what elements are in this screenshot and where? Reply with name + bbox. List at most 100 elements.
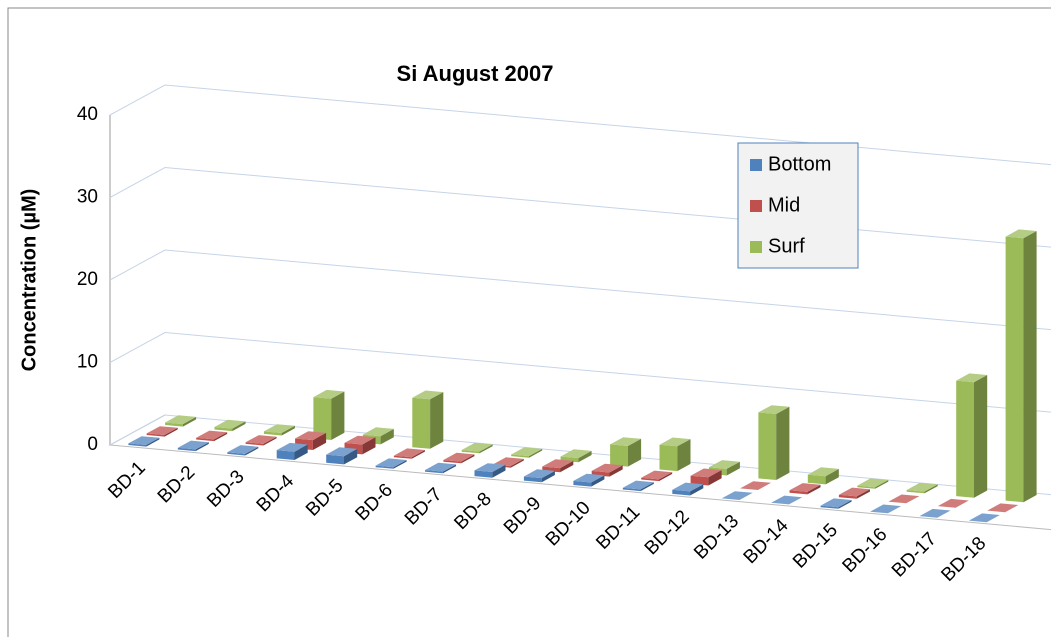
bar bbox=[659, 437, 691, 472]
bar-top bbox=[227, 445, 259, 454]
bar-side bbox=[479, 444, 493, 454]
bar-top bbox=[128, 436, 160, 445]
bar-top bbox=[412, 390, 444, 400]
legend-swatch bbox=[750, 241, 762, 253]
bar bbox=[165, 415, 197, 427]
bar-top bbox=[560, 449, 592, 459]
bar-top bbox=[474, 463, 506, 472]
bar-top bbox=[870, 504, 902, 514]
bar-side bbox=[591, 475, 605, 487]
bar-top bbox=[919, 508, 951, 518]
bar-front bbox=[641, 477, 659, 482]
bar-side bbox=[627, 438, 642, 467]
bar bbox=[857, 478, 889, 489]
bar-top bbox=[425, 462, 457, 472]
bar-top bbox=[295, 431, 327, 441]
bar bbox=[196, 430, 228, 442]
bar-side bbox=[776, 406, 790, 480]
grid-line bbox=[109, 249, 1051, 331]
bar-top bbox=[177, 440, 209, 450]
bar-top bbox=[690, 468, 722, 478]
chart-frame bbox=[7, 7, 1051, 637]
bar-front bbox=[177, 447, 196, 452]
bar-side bbox=[214, 432, 228, 442]
bar-front bbox=[443, 460, 462, 464]
legend-swatch bbox=[750, 200, 762, 212]
bar-side bbox=[974, 375, 988, 498]
bar bbox=[937, 498, 969, 508]
bar-front bbox=[758, 412, 777, 480]
bar-top bbox=[888, 494, 920, 504]
bar-front bbox=[789, 490, 808, 495]
bar bbox=[838, 487, 870, 499]
bar-top bbox=[245, 435, 277, 444]
bar-top bbox=[906, 482, 938, 492]
bar-top bbox=[362, 427, 394, 437]
bar bbox=[919, 508, 951, 518]
bar-side bbox=[677, 439, 691, 472]
bar-side bbox=[294, 444, 308, 460]
bar-top bbox=[313, 389, 345, 399]
bar bbox=[511, 447, 543, 458]
bar-side bbox=[344, 448, 358, 465]
bar-side bbox=[510, 458, 524, 468]
bar-front bbox=[375, 465, 394, 469]
bar-front bbox=[146, 433, 165, 437]
bar-front bbox=[838, 494, 857, 499]
bar-top bbox=[146, 426, 178, 435]
bar-front bbox=[227, 452, 246, 456]
bar-side bbox=[492, 464, 506, 478]
bar-front bbox=[461, 450, 480, 454]
bar-top bbox=[641, 470, 673, 480]
bar-front bbox=[1005, 236, 1024, 503]
bar bbox=[523, 469, 555, 483]
bar bbox=[758, 405, 790, 480]
bar-side bbox=[560, 460, 574, 473]
bar-side bbox=[146, 437, 160, 447]
bar bbox=[177, 440, 209, 452]
bar-side bbox=[362, 437, 376, 455]
bar-side bbox=[659, 472, 673, 482]
bar-side bbox=[726, 461, 740, 476]
bar-side bbox=[838, 500, 852, 509]
bar-front bbox=[393, 455, 412, 459]
bar bbox=[740, 481, 772, 490]
bar-top bbox=[263, 424, 295, 433]
y-tick-label: 20 bbox=[77, 269, 98, 290]
bar-side bbox=[640, 482, 654, 492]
y-tick-label: 30 bbox=[77, 187, 98, 208]
bar bbox=[263, 424, 295, 436]
grid-line bbox=[109, 84, 1051, 166]
bar bbox=[610, 437, 642, 467]
bar-top bbox=[326, 447, 358, 457]
bar bbox=[820, 498, 852, 509]
bar-top bbox=[838, 487, 870, 497]
bar-front bbox=[622, 487, 641, 492]
bar bbox=[1005, 229, 1037, 503]
bar bbox=[771, 495, 803, 505]
bar bbox=[425, 462, 457, 474]
bar-side bbox=[529, 448, 543, 458]
bar-side bbox=[232, 421, 246, 432]
bar bbox=[375, 458, 407, 469]
bar-top bbox=[622, 480, 654, 490]
bar-top bbox=[672, 482, 704, 492]
bar bbox=[443, 452, 475, 464]
bar-side bbox=[164, 427, 178, 437]
bar-top bbox=[857, 478, 889, 488]
bar-side bbox=[281, 425, 295, 436]
bar-front bbox=[956, 380, 974, 498]
bar-side bbox=[541, 470, 555, 483]
bar bbox=[245, 435, 277, 446]
bar-top bbox=[523, 469, 555, 479]
bar bbox=[870, 504, 902, 514]
bar-side bbox=[856, 489, 870, 499]
bar-front bbox=[245, 442, 264, 446]
bar-top bbox=[820, 498, 852, 508]
bar-top bbox=[214, 419, 246, 429]
bar-top bbox=[807, 467, 839, 477]
bar-top bbox=[708, 460, 740, 469]
bar bbox=[690, 468, 722, 486]
bar bbox=[906, 482, 938, 494]
